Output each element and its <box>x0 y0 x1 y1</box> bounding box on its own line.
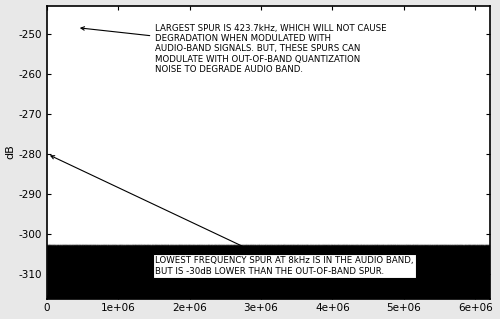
Y-axis label: dB: dB <box>6 145 16 160</box>
Text: LOWEST FREQUENCY SPUR AT 8kHz IS IN THE AUDIO BAND,
BUT IS -30dB LOWER THAN THE : LOWEST FREQUENCY SPUR AT 8kHz IS IN THE … <box>51 156 414 276</box>
Text: LARGEST SPUR IS 423.7kHz, WHICH WILL NOT CAUSE
DEGRADATION WHEN MODULATED WITH
A: LARGEST SPUR IS 423.7kHz, WHICH WILL NOT… <box>81 24 387 74</box>
